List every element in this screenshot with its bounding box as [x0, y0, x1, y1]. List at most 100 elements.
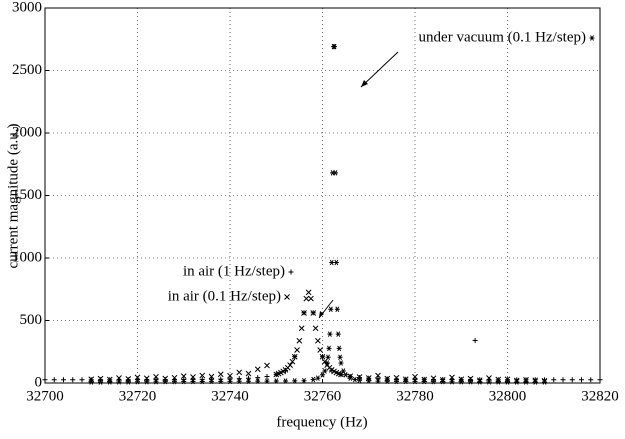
- data-point: [287, 362, 293, 368]
- data-point: [449, 374, 455, 381]
- data-point: [394, 378, 399, 385]
- data-point: [289, 358, 296, 365]
- data-point: [264, 374, 270, 379]
- data-point: [334, 306, 340, 313]
- data-point: [325, 354, 331, 361]
- data-point: [190, 374, 196, 380]
- data-point: [569, 377, 575, 383]
- data-point: [467, 375, 474, 382]
- data-point: [107, 379, 113, 385]
- data-point: [227, 378, 233, 385]
- data-point: [217, 371, 224, 378]
- data-point: [523, 379, 529, 385]
- data-point: [356, 374, 363, 380]
- arrow-head: [319, 311, 324, 318]
- data-point: [542, 379, 547, 385]
- x-tick-label: 32700: [26, 388, 64, 404]
- data-point: [51, 377, 57, 383]
- x-tick-label: 32780: [396, 388, 434, 404]
- data-point: [310, 376, 316, 383]
- data-point: [303, 295, 310, 302]
- data-point: [162, 378, 168, 385]
- data-point: [70, 377, 76, 383]
- data-point: [449, 378, 455, 385]
- data-point: [291, 353, 298, 360]
- data-point: [495, 379, 501, 385]
- x-tick-label: 32740: [211, 388, 249, 404]
- data-point: [319, 353, 326, 360]
- data-point: [162, 375, 169, 382]
- data-point: [375, 372, 381, 379]
- data-point: [430, 375, 437, 382]
- data-point: [42, 377, 48, 383]
- data-point: [264, 362, 270, 369]
- data-point: [218, 378, 224, 385]
- data-point: [366, 378, 372, 384]
- data-point: [308, 295, 314, 302]
- y-tick-label: 1500: [12, 187, 42, 203]
- data-point: [208, 373, 215, 380]
- data-point: [227, 372, 233, 379]
- y-tick-label: 2000: [12, 124, 42, 140]
- data-point: [310, 310, 317, 316]
- data-point: [440, 378, 446, 385]
- data-point: [384, 375, 391, 382]
- data-point: [560, 377, 566, 383]
- data-point: [458, 376, 465, 383]
- data-point: [144, 378, 150, 385]
- data-point: [504, 376, 511, 383]
- data-point: [79, 377, 85, 383]
- data-point: [335, 331, 341, 337]
- data-point: [486, 379, 492, 385]
- data-point: [292, 378, 298, 384]
- legend-label: in air (1 Hz/step): [183, 263, 285, 279]
- data-point: [322, 368, 328, 374]
- data-point: [412, 378, 418, 385]
- data-point: [209, 378, 214, 385]
- data-point: [579, 377, 584, 383]
- data-point: [352, 376, 358, 383]
- data-point: [332, 43, 338, 50]
- data-point: [551, 377, 557, 383]
- data-point: [296, 337, 303, 344]
- data-point: [153, 378, 159, 385]
- data-point: [329, 259, 335, 266]
- data-point: [301, 377, 307, 384]
- data-point: [412, 373, 418, 380]
- data-point: [125, 379, 131, 385]
- data-point: [301, 310, 307, 316]
- data-point: [199, 372, 206, 379]
- data-point: [172, 378, 177, 385]
- data-point: [421, 378, 427, 385]
- x-tick-label: 32720: [119, 388, 157, 404]
- data-point: [88, 376, 95, 383]
- data-point: [273, 378, 279, 384]
- data-point: [125, 376, 132, 382]
- data-point: [477, 379, 483, 385]
- data-point: [315, 375, 321, 381]
- data-point: [338, 360, 344, 366]
- data-point: [532, 379, 538, 385]
- legend-marker: [284, 294, 290, 300]
- legend-marker: [288, 269, 294, 275]
- legend-label: in air (0.1 Hz/step): [168, 288, 281, 304]
- data-point: [328, 306, 334, 313]
- data-point: [317, 347, 324, 353]
- legend-label: under vacuum (0.1 Hz/step): [419, 29, 586, 45]
- data-point: [431, 378, 436, 385]
- data-point: [324, 360, 330, 366]
- data-point: [134, 374, 141, 381]
- data-point: [246, 378, 251, 385]
- arrow-head: [361, 80, 368, 87]
- data-point: [254, 366, 261, 373]
- x-tick-label: 32820: [581, 388, 619, 404]
- data-point: [597, 377, 603, 383]
- data-point: [199, 378, 205, 385]
- data-point: [403, 378, 409, 385]
- data-point: [255, 378, 261, 384]
- y-tick-label: 500: [20, 312, 43, 328]
- data-point: [495, 376, 502, 383]
- data-point: [505, 379, 510, 385]
- y-tick-label: 0: [35, 374, 43, 390]
